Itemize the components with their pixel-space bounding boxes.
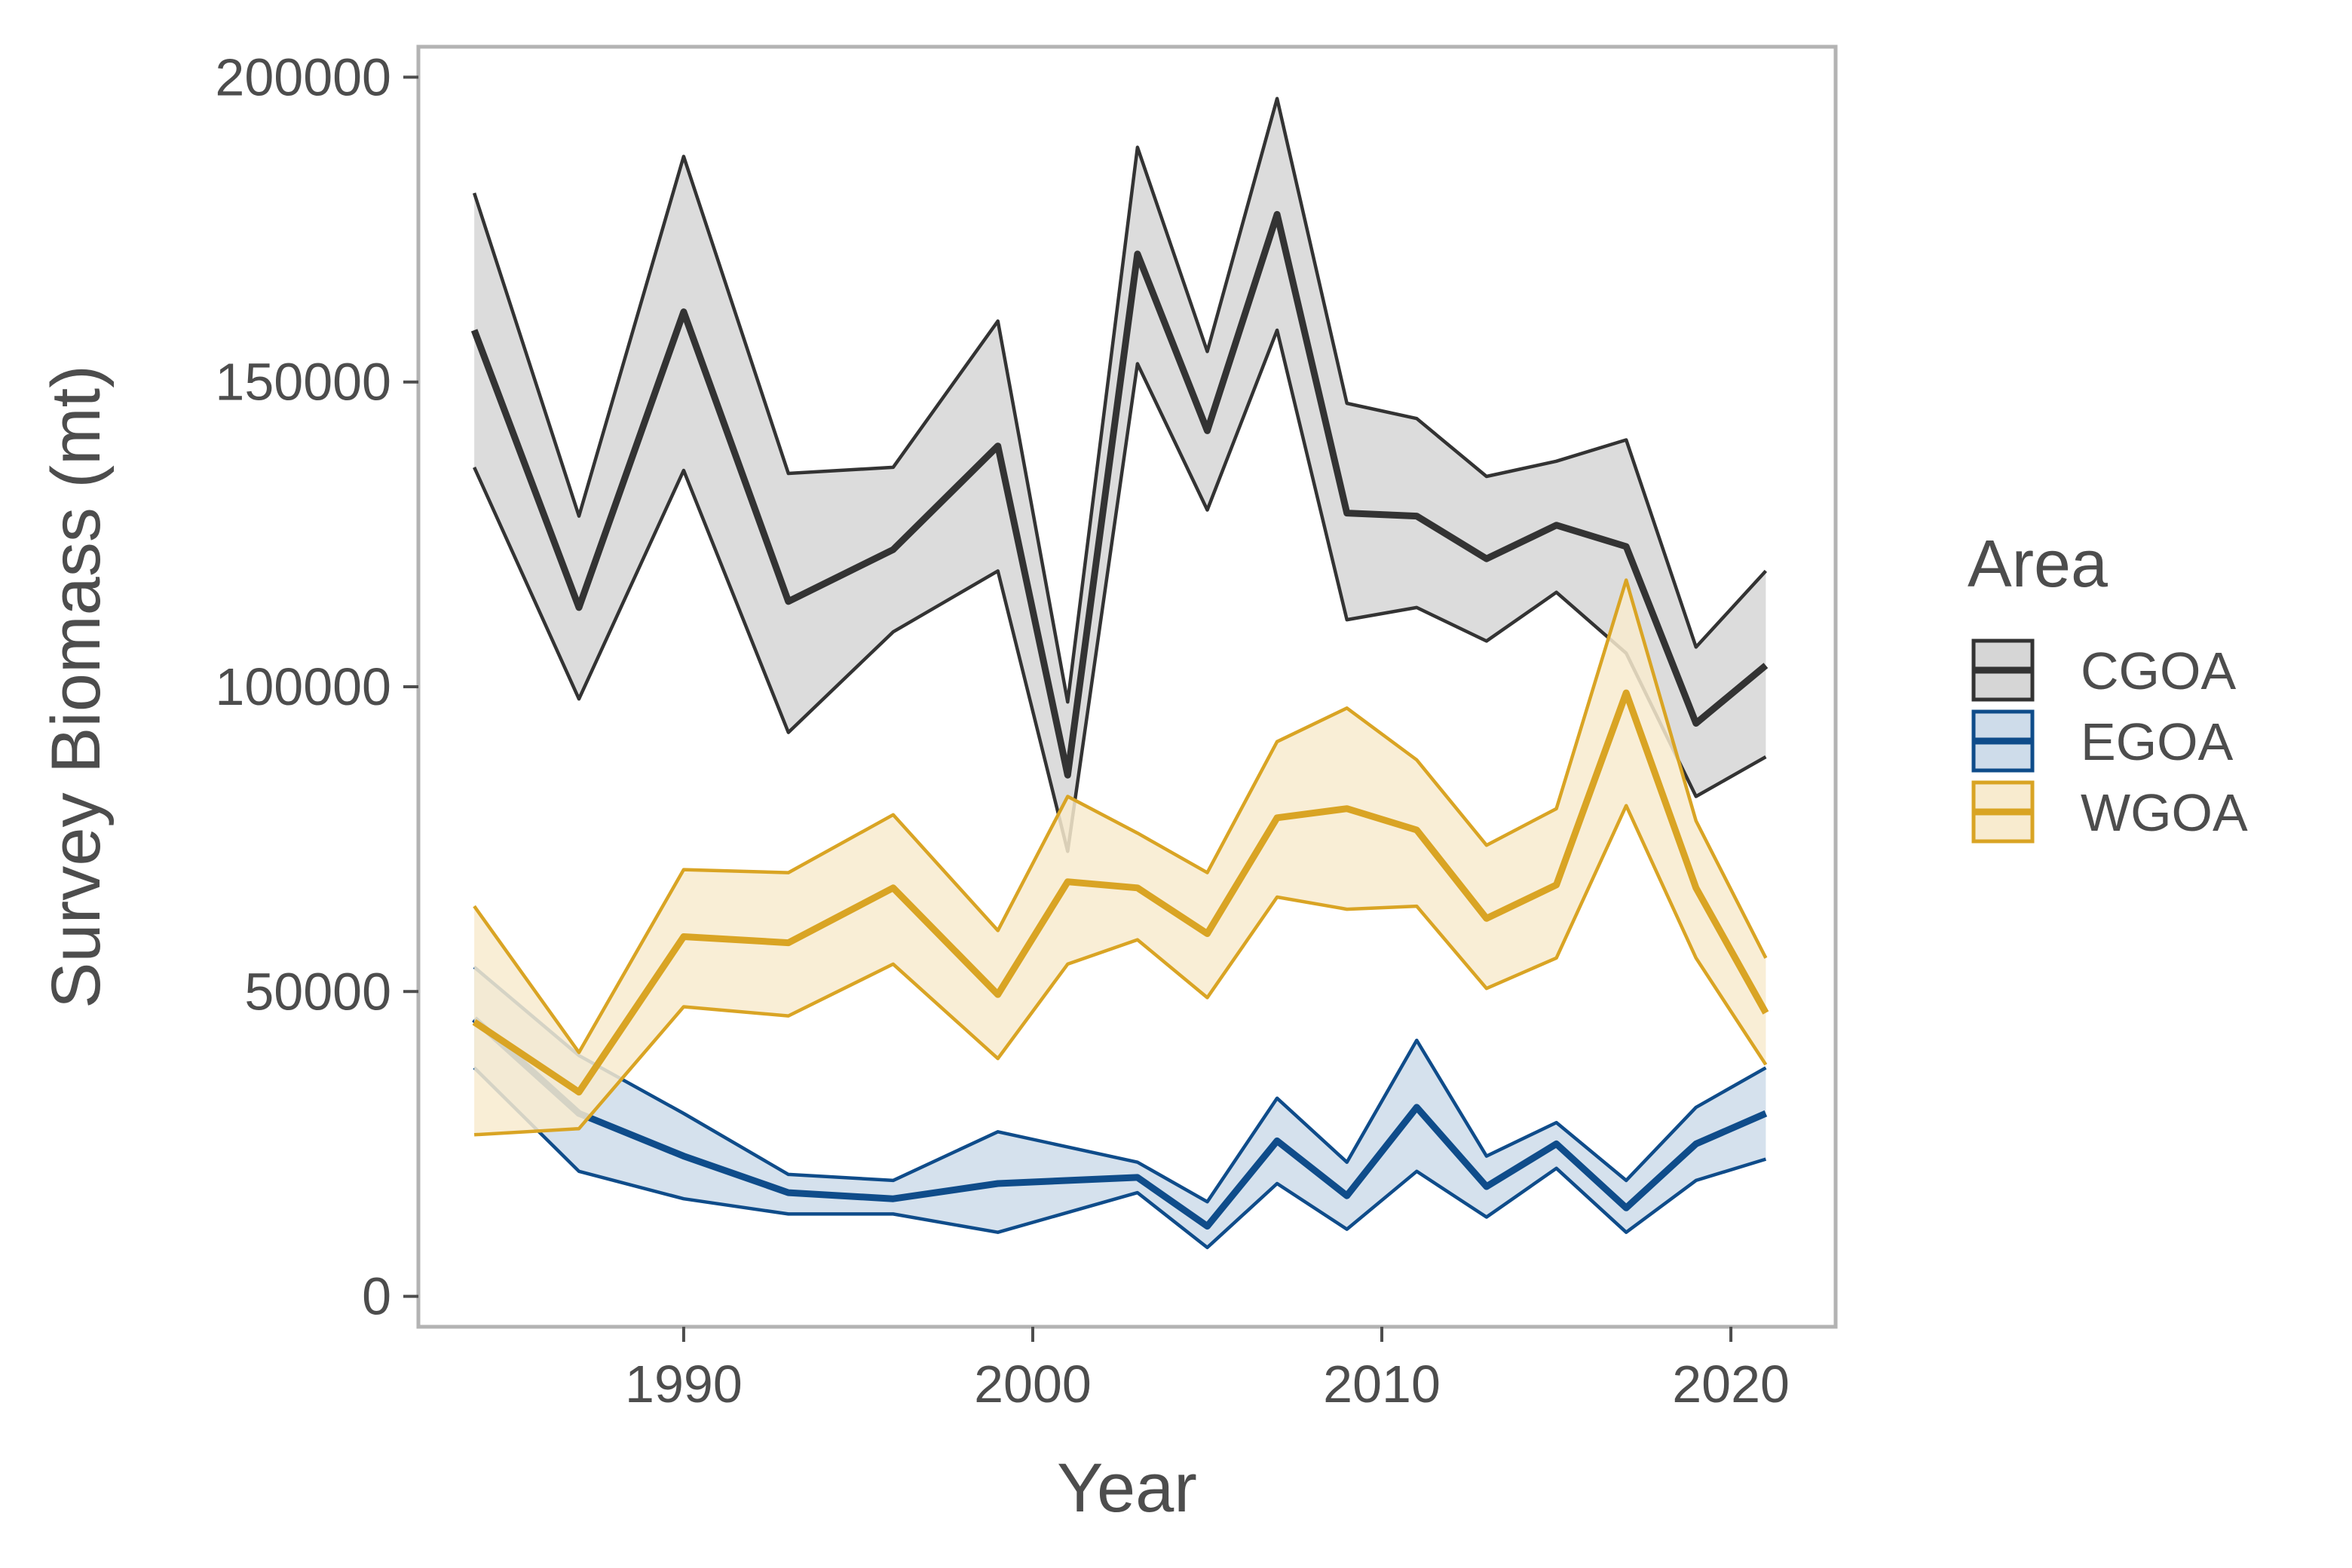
y-axis-title: Survey Biomass (mt) [38,365,115,1009]
legend: Area CGOA EGOA WGOA [1968,526,2248,844]
x-tick-label: 2010 [1323,1355,1441,1413]
legend-title: Area [1968,526,2108,601]
x-tick-label: 1990 [625,1355,743,1413]
legend-item-cgoa: CGOA [1971,639,2236,702]
legend-item-wgoa: WGOA [1971,780,2248,844]
x-tick-label: 2000 [974,1355,1092,1413]
x-axis-title: Year [1057,1450,1197,1527]
x-tick-label: 2020 [1672,1355,1790,1413]
legend-label-cgoa: CGOA [2081,642,2236,700]
legend-item-egoa: EGOA [1971,709,2234,773]
legend-label-egoa: EGOA [2081,712,2234,771]
series-layer [470,96,1769,1250]
legend-label-wgoa: WGOA [2081,783,2248,842]
ribbon-egoa [474,966,1766,1248]
lower-bound-wgoa [473,804,1768,1137]
ribbon-wgoa [474,580,1766,1135]
y-axis: 0 50000 100000 150000 200000 [215,47,418,1326]
series-egoa [472,966,1768,1250]
y-tick-label: 100000 [215,657,391,716]
y-tick-label: 150000 [215,353,391,412]
series-wgoa [472,578,1769,1137]
upper-bound-wgoa [473,578,1768,1055]
series-cgoa [470,96,1769,853]
line-cgoa [470,210,1769,779]
y-tick-label: 0 [362,1267,391,1326]
lower-bound-cgoa [473,328,1767,853]
x-axis: 1990 2000 2010 2020 [625,1327,1790,1413]
line-wgoa [472,689,1769,1096]
line-egoa [472,1016,1768,1230]
y-tick-label: 200000 [215,47,391,106]
upper-bound-cgoa [472,96,1768,704]
lower-bound-egoa [473,1066,1767,1250]
upper-bound-egoa [473,966,1767,1204]
y-tick-label: 50000 [244,962,391,1021]
